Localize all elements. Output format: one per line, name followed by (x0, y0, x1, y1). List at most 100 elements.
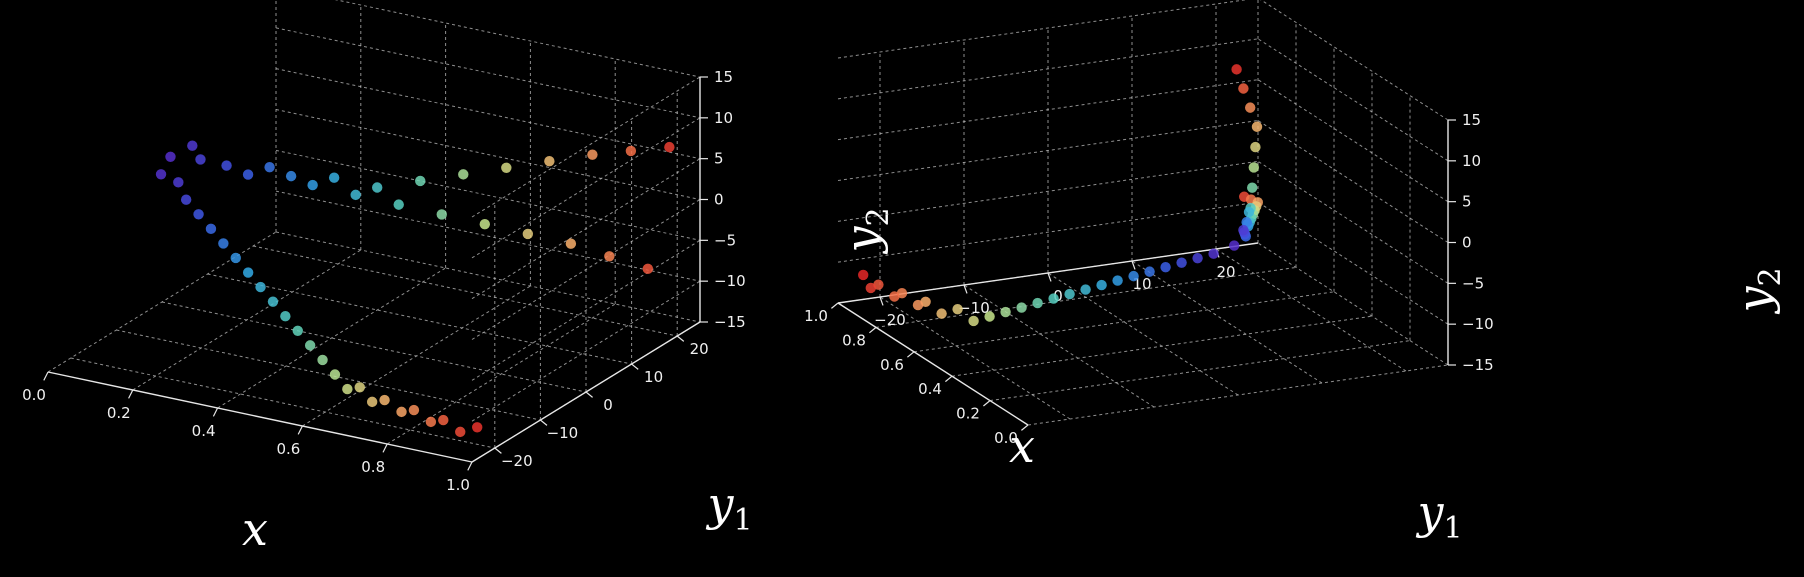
data-point (501, 162, 512, 173)
data-point (604, 251, 615, 262)
data-point (264, 161, 275, 173)
grid-line (837, 0, 1248, 59)
data-point (968, 315, 979, 327)
data-point (1144, 266, 1155, 277)
grid-line (1257, 160, 1449, 284)
data-point (858, 269, 869, 281)
data-point (1247, 182, 1258, 193)
grid-line (837, 201, 1259, 263)
x-tick-label: 0.0 (22, 386, 46, 404)
y2-tick-label: 10 (714, 109, 733, 127)
y1-tick-mark (494, 447, 502, 454)
x-tick-label: 0.2 (956, 405, 980, 423)
data-point (155, 169, 167, 180)
y1-tick-label: −10 (958, 299, 990, 317)
grid-line (471, 158, 701, 300)
y1-tick-mark (963, 284, 968, 294)
data-point (354, 382, 365, 393)
data-point (165, 151, 176, 162)
grid-line (879, 296, 1071, 420)
data-point (1096, 279, 1107, 291)
data-point (642, 263, 654, 275)
x-tick-label: 0.4 (192, 422, 216, 440)
y1-tick-label: −20 (874, 311, 906, 329)
data-point (565, 238, 577, 249)
data-point (587, 149, 598, 160)
grid-line (253, 245, 678, 337)
y1-tick-label: 10 (644, 368, 663, 386)
x-tick-label: 0.8 (842, 331, 866, 349)
y1-tick-mark (631, 363, 639, 370)
data-point (292, 325, 303, 336)
y1-tick-label: −10 (547, 424, 579, 442)
y1-axis-label: y1 (705, 477, 752, 538)
grid-line (471, 76, 701, 218)
data-point (1238, 83, 1249, 94)
y1-tick-mark (540, 419, 548, 426)
data-point (455, 426, 466, 438)
grid-line (471, 280, 701, 422)
data-point (1245, 102, 1256, 113)
data-point (205, 223, 217, 235)
y1-tick-mark (1131, 260, 1136, 270)
data-point (280, 311, 291, 322)
data-point (1208, 248, 1219, 259)
grid-line (207, 273, 632, 365)
y1-tick-label: 20 (1216, 263, 1235, 281)
data-point (1238, 224, 1249, 236)
data-point (350, 189, 361, 201)
x-tick-label: 0.6 (880, 356, 904, 374)
y2-tick-label: −5 (1462, 274, 1484, 292)
data-point (379, 394, 390, 406)
grid-line (837, 79, 1259, 141)
grid-line (1257, 38, 1449, 162)
data-point (1112, 275, 1123, 286)
grid-line (989, 340, 1411, 402)
y1-tick-mark (676, 335, 685, 342)
data-point (304, 340, 316, 351)
y2-tick-label: 0 (1462, 234, 1472, 252)
grid-line (1257, 201, 1449, 325)
x-tick-label: 0.8 (361, 458, 385, 476)
y2-tick-label: −10 (714, 272, 746, 290)
y1-tick-label: 20 (690, 340, 709, 358)
data-point (1192, 252, 1203, 264)
grid-line (275, 68, 701, 160)
data-point (472, 422, 483, 433)
grid-line (471, 239, 701, 381)
y1-tick-label: 0 (603, 396, 613, 414)
grid-line (913, 291, 1335, 353)
x-axis-line (837, 302, 1029, 426)
y2-tick-label: 5 (1462, 193, 1472, 211)
data-point (1016, 302, 1027, 313)
y1-axis-label: y1 (1415, 485, 1462, 546)
data-point (195, 154, 206, 165)
x-axis-label: x (242, 502, 268, 556)
data-point (1250, 141, 1261, 153)
data-point (912, 299, 924, 311)
data-point (372, 182, 383, 193)
data-point (255, 281, 266, 293)
grid-line (275, 231, 701, 323)
data-point (1243, 206, 1255, 218)
grid-line (161, 301, 587, 393)
x-tick-mark (983, 400, 991, 407)
data-point (1241, 216, 1252, 228)
data-point (1000, 306, 1011, 318)
x-tick-label: 0.2 (107, 404, 131, 422)
x-tick-label: 1.0 (804, 307, 828, 325)
data-point (1160, 261, 1171, 273)
y2-tick-label: −10 (1462, 315, 1494, 333)
y2-tick-label: −15 (714, 313, 746, 331)
x-tick-mark (907, 351, 915, 358)
grid-line (275, 27, 701, 119)
y1-tick-mark (585, 391, 593, 398)
data-point (329, 369, 341, 380)
data-point (984, 311, 995, 322)
x-tick-mark (297, 425, 303, 435)
y2-tick-label: −15 (1462, 356, 1494, 374)
x-tick-label: 0.0 (994, 429, 1018, 447)
grid-line (275, 109, 701, 200)
y1-tick-mark (879, 296, 884, 306)
